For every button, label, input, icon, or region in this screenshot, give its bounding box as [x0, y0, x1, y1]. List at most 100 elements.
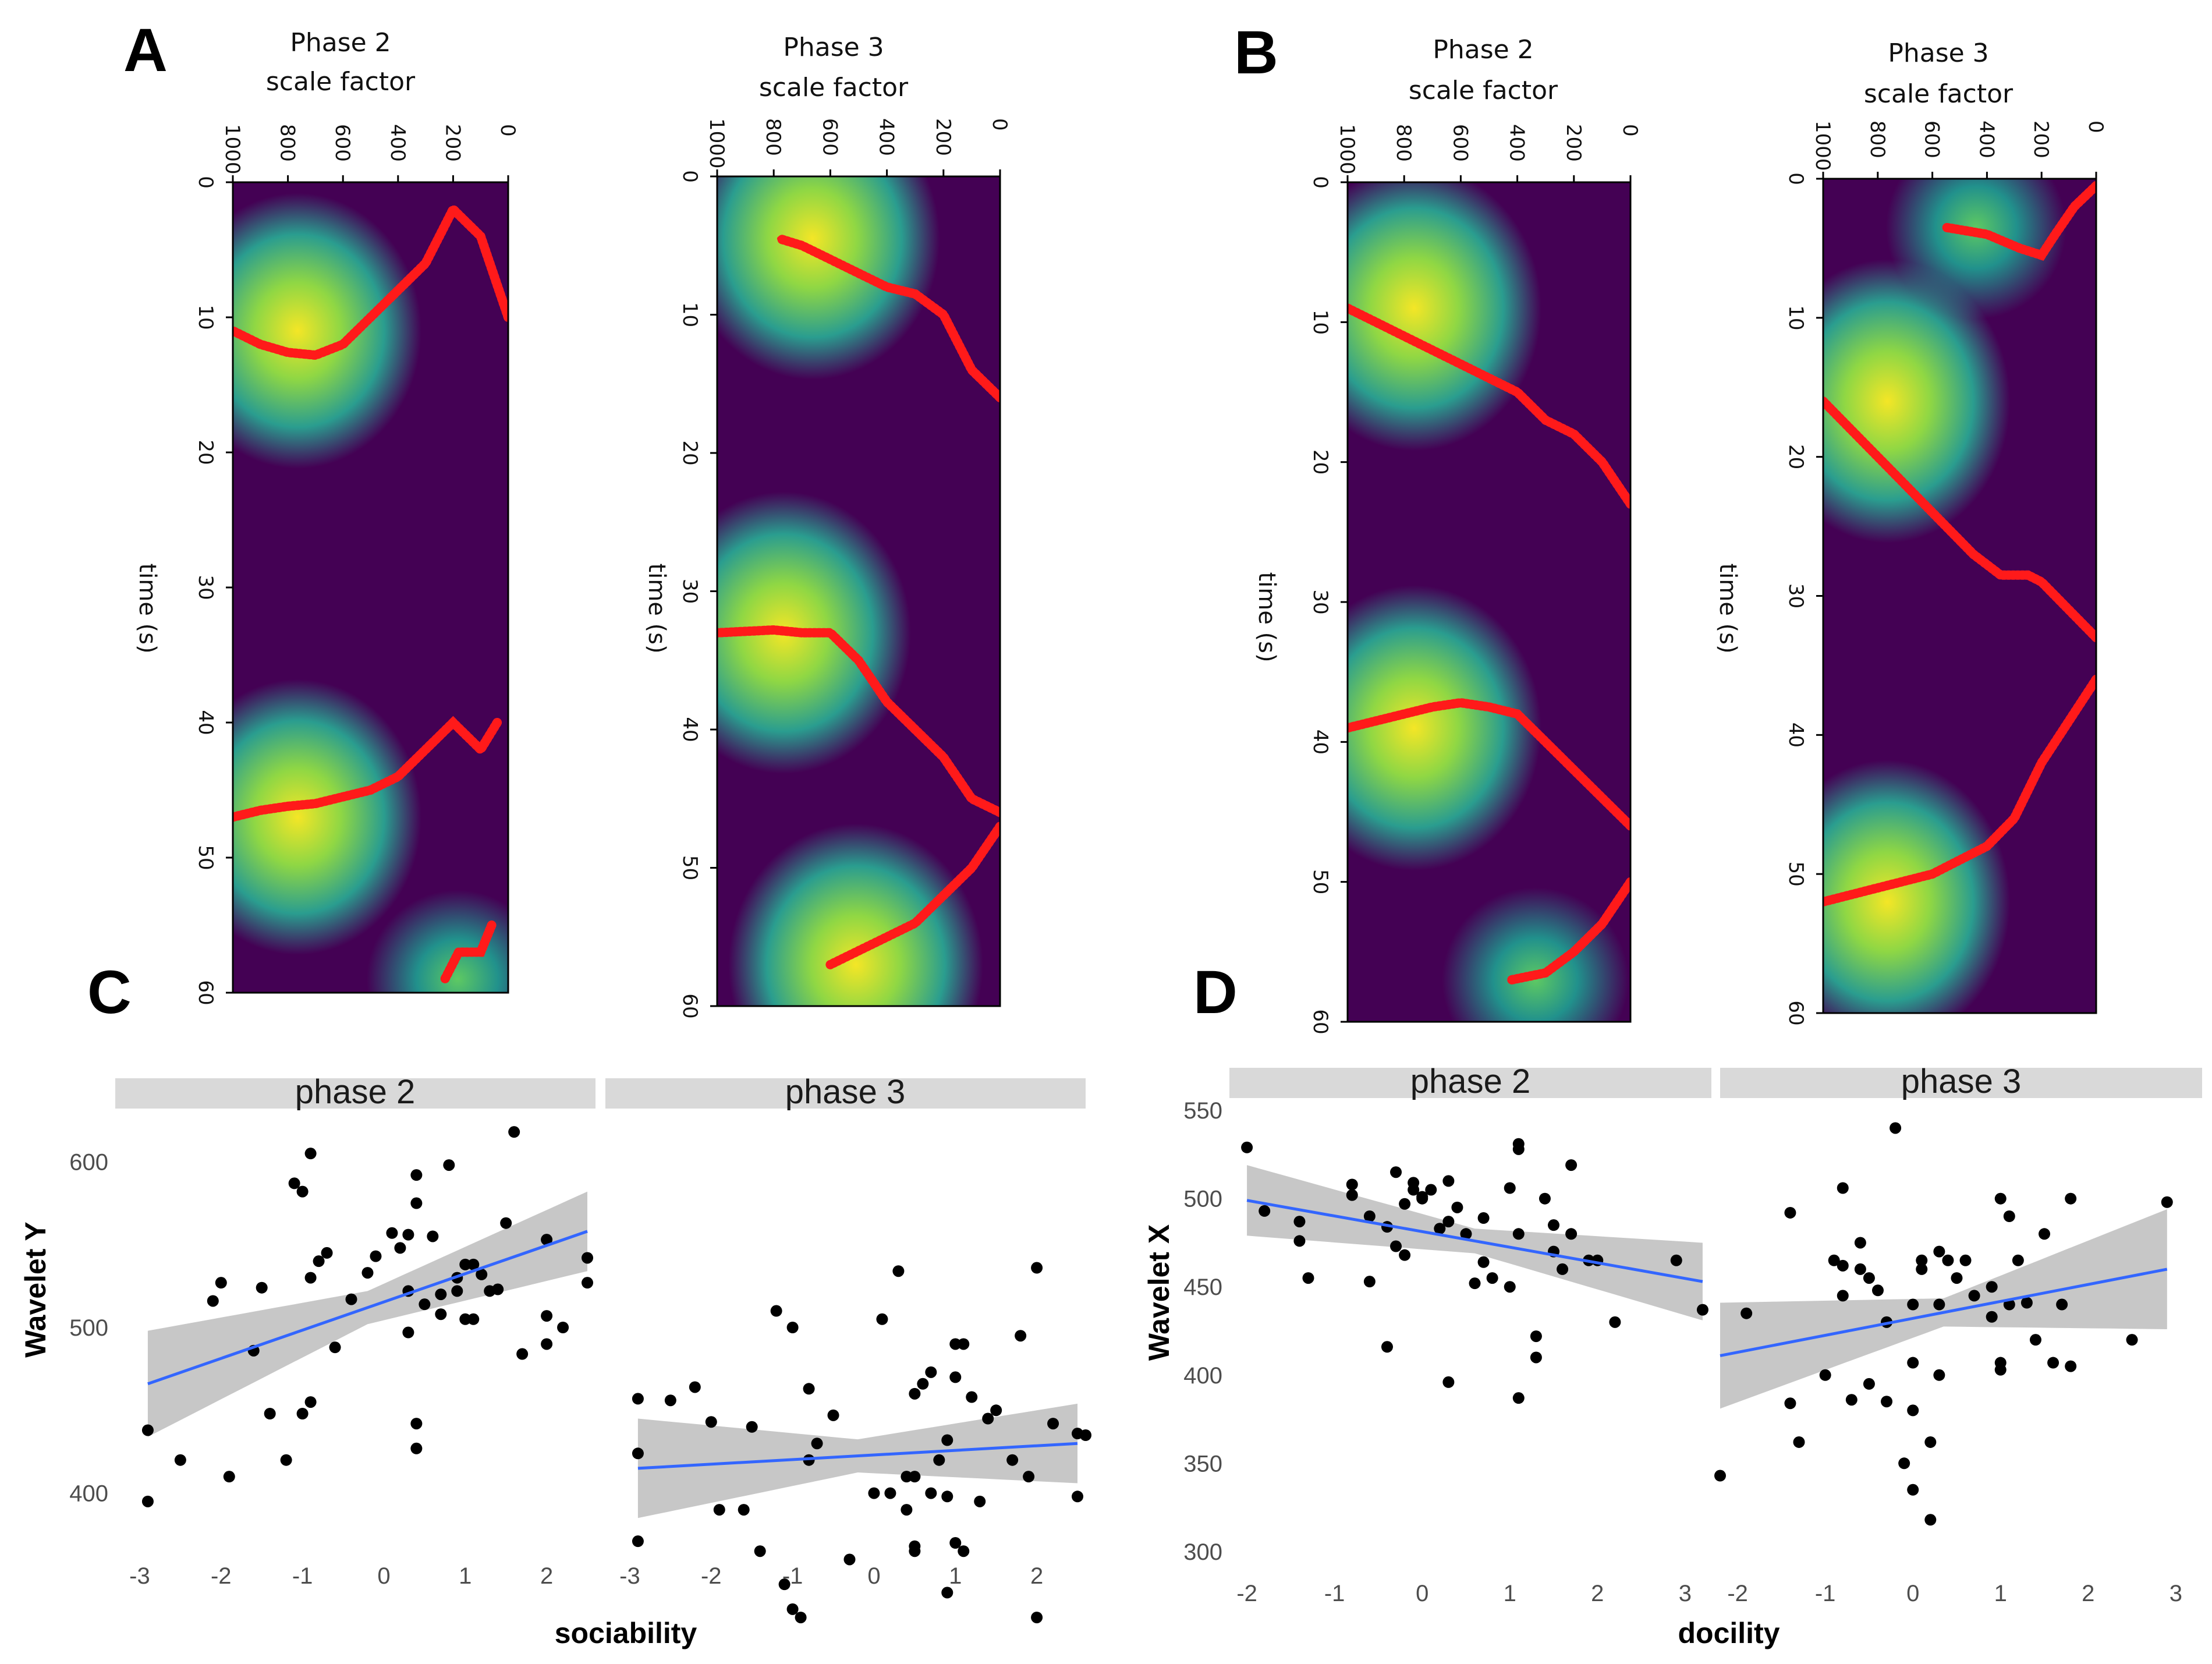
heatmap-y-tick-label: 40 — [194, 710, 217, 735]
data-point — [1072, 1490, 1084, 1503]
heatmap-title-line1: Phase 2 — [1433, 35, 1533, 65]
y-tick-label: 600 — [69, 1149, 108, 1175]
data-point — [1933, 1245, 1945, 1258]
heatmap-field — [717, 176, 1000, 1006]
data-point — [1460, 1228, 1472, 1240]
data-point — [402, 1326, 414, 1339]
data-point — [304, 1148, 317, 1160]
data-point — [949, 1338, 962, 1350]
heatmap-y-tick-label: 0 — [1309, 176, 1332, 189]
data-point — [1907, 1357, 1919, 1369]
y-tick-label: 500 — [1183, 1187, 1222, 1212]
data-point — [746, 1421, 758, 1433]
heatmap-a-phase3: Phase 3 scale factor time (s) 1000 800 600… — [643, 33, 1011, 1019]
data-point — [754, 1545, 766, 1557]
facet-strip — [1229, 1068, 1711, 1098]
heatmap-y-tick-label: 20 — [1309, 449, 1332, 475]
scatter-c-phase3: phase 3 -3 -2 -1 0 1 2 — [605, 1073, 1091, 1624]
data-point — [508, 1126, 520, 1138]
data-point — [1907, 1404, 1919, 1417]
data-point — [713, 1504, 725, 1516]
data-point — [811, 1438, 823, 1450]
heatmap-ylabel: time (s) — [134, 563, 161, 653]
data-point — [1871, 1284, 1884, 1297]
fit-line — [147, 1230, 588, 1386]
data-point — [1512, 1143, 1525, 1155]
data-point — [1451, 1201, 1463, 1213]
facet-strip — [115, 1078, 595, 1109]
data-point — [941, 1587, 953, 1599]
heatmap-y-tick-label: 30 — [1784, 583, 1807, 608]
data-point — [1784, 1206, 1796, 1219]
data-point — [288, 1177, 300, 1189]
x-tick-label: 0 — [867, 1563, 880, 1589]
data-point — [933, 1454, 945, 1466]
y-tick-label: 500 — [69, 1315, 108, 1341]
y-tick-label: 350 — [1183, 1451, 1222, 1477]
data-point — [1986, 1311, 1998, 1323]
heatmap-x-tick-label: 1000 — [1335, 124, 1359, 175]
heatmap-title-line1: Phase 3 — [783, 33, 884, 62]
heatmap-y-tick-label: 40 — [1309, 730, 1332, 755]
data-point — [632, 1447, 644, 1460]
data-point — [1031, 1612, 1043, 1624]
data-point — [778, 1578, 790, 1591]
data-point — [2047, 1357, 2059, 1369]
data-point — [1784, 1397, 1796, 1410]
data-point — [1548, 1219, 1560, 1231]
heatmap-b-phase3: Phase 3 scale factor time (s) 1000 800 600… — [1714, 38, 2107, 1026]
heatmap-y-tick-label: 30 — [194, 575, 217, 600]
data-point — [1442, 1216, 1455, 1228]
x-tick-label: 1 — [459, 1563, 472, 1589]
x-tick-label: 3 — [2170, 1581, 2182, 1606]
heatmap-title-line2: scale factor — [759, 73, 909, 102]
data-point — [884, 1487, 896, 1499]
data-point — [1512, 1228, 1525, 1240]
data-point — [2065, 1192, 2077, 1205]
x-tick-label: 0 — [1906, 1581, 1919, 1606]
x-tick-label: -3 — [129, 1563, 150, 1589]
data-point — [1442, 1175, 1455, 1187]
data-point — [1968, 1290, 1980, 1302]
data-point — [1854, 1237, 1866, 1249]
x-tick-label: -1 — [1815, 1581, 1836, 1606]
data-point — [949, 1371, 962, 1383]
data-point — [1986, 1281, 1998, 1293]
data-point — [868, 1487, 880, 1499]
data-point — [313, 1255, 325, 1268]
data-point — [1696, 1304, 1708, 1316]
data-point — [476, 1268, 488, 1280]
data-point — [541, 1338, 553, 1350]
data-point — [410, 1169, 423, 1181]
fit-line — [637, 1442, 1078, 1470]
data-point — [296, 1185, 309, 1198]
data-point — [632, 1535, 644, 1548]
data-point — [557, 1322, 569, 1333]
data-point — [256, 1281, 268, 1294]
data-point — [1346, 1178, 1358, 1191]
panel-letter-b: B — [1234, 19, 1278, 87]
data-point — [541, 1234, 553, 1246]
x-tick-label: -2 — [701, 1563, 722, 1589]
data-point — [1863, 1272, 1875, 1284]
data-point — [909, 1387, 921, 1400]
facet-strip-label: phase 3 — [1901, 1063, 2021, 1100]
heatmap-field — [1348, 182, 1630, 1022]
heatmap-x-tick-label: 600 — [818, 118, 841, 156]
data-point — [664, 1394, 676, 1407]
data-point — [1504, 1281, 1516, 1293]
data-point — [803, 1383, 815, 1395]
heatmap-x-tick-label: 400 — [386, 124, 409, 162]
data-point — [1845, 1394, 1857, 1406]
heatmap-x-tick-label: 1000 — [221, 124, 244, 175]
data-point — [1994, 1192, 2007, 1205]
data-point — [304, 1272, 317, 1284]
facet-strip — [1720, 1068, 2202, 1098]
ridge-core — [1348, 306, 1630, 507]
heatmap-y-tick-label: 30 — [1309, 589, 1332, 614]
data-point — [467, 1313, 480, 1325]
data-point — [435, 1288, 447, 1301]
heatmap-y-tick-label: 20 — [678, 440, 701, 465]
heatmap-x-tick-label: 800 — [276, 124, 299, 162]
data-point — [370, 1250, 382, 1262]
